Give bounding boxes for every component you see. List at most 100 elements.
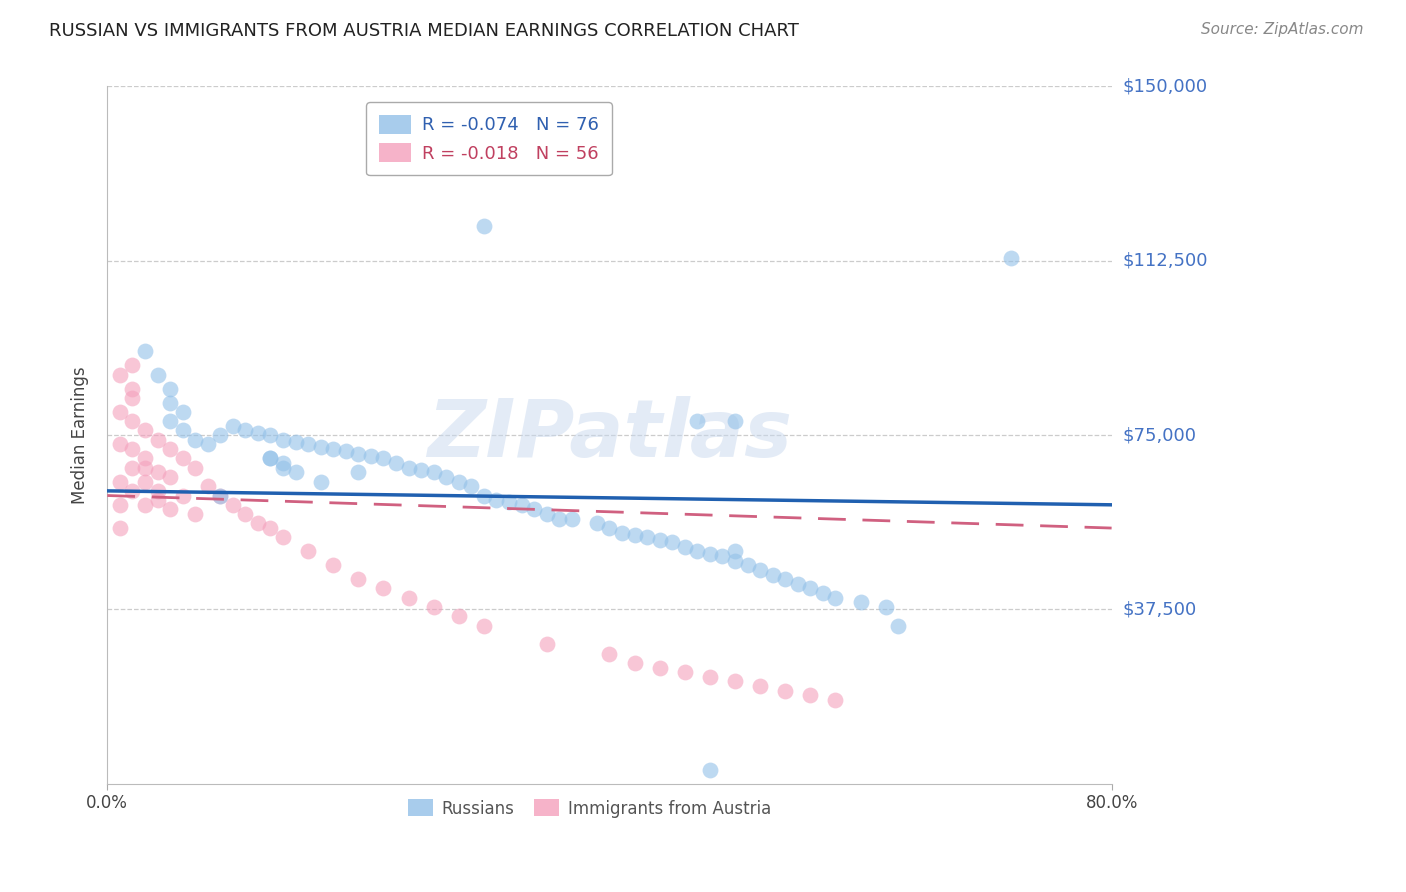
Point [159,470,181,484]
Point [460,479,482,493]
Point [811,586,834,600]
Point [875,600,897,615]
Point [737,558,759,573]
Point [271,530,294,544]
Point [598,521,620,535]
Point [134,344,156,359]
Point [661,535,683,549]
Point [422,600,444,615]
Point [159,382,181,396]
Point [773,683,796,698]
Point [259,521,281,535]
Point [347,447,370,461]
Point [347,572,370,586]
Point [398,460,420,475]
Point [284,435,307,450]
Point [385,456,408,470]
Point [222,418,245,433]
Text: $112,500: $112,500 [1123,252,1208,269]
Point [297,544,319,558]
Point [309,475,332,489]
Point [561,512,583,526]
Text: $37,500: $37,500 [1123,600,1197,618]
Point [786,577,808,591]
Point [762,567,785,582]
Point [574,140,596,154]
Text: Source: ZipAtlas.com: Source: ZipAtlas.com [1201,22,1364,37]
Point [271,460,294,475]
Point [1000,252,1022,266]
Point [686,414,709,428]
Point [749,679,772,693]
Point [197,437,219,451]
Point [172,451,194,466]
Point [598,647,620,661]
Point [498,495,520,509]
Point [235,507,257,521]
Point [121,391,143,405]
Point [108,368,131,382]
Point [523,502,546,516]
Point [134,451,156,466]
Point [447,475,470,489]
Point [485,493,508,508]
Point [284,465,307,479]
Point [849,595,872,609]
Point [184,460,207,475]
Point [699,547,721,561]
Point [536,507,558,521]
Point [146,433,169,447]
Text: $75,000: $75,000 [1123,426,1197,444]
Point [297,437,319,451]
Point [309,440,332,454]
Text: RUSSIAN VS IMMIGRANTS FROM AUSTRIA MEDIAN EARNINGS CORRELATION CHART: RUSSIAN VS IMMIGRANTS FROM AUSTRIA MEDIA… [49,22,799,40]
Point [159,442,181,456]
Point [586,516,609,531]
Point [724,544,747,558]
Point [548,512,571,526]
Point [636,530,658,544]
Point [172,424,194,438]
Point [172,489,194,503]
Point [108,405,131,419]
Point [146,368,169,382]
Point [623,528,645,542]
Point [184,507,207,521]
Point [134,498,156,512]
Point [623,656,645,670]
Point [824,591,846,605]
Point [108,475,131,489]
Point [411,463,433,477]
Point [724,553,747,567]
Point [711,549,734,563]
Point [146,465,169,479]
Point [536,637,558,651]
Text: ZIPatlas: ZIPatlas [427,396,792,474]
Point [724,414,747,428]
Point [398,591,420,605]
Point [246,425,269,440]
Point [749,563,772,577]
Point [673,665,696,680]
Point [699,670,721,684]
Point [235,424,257,438]
Point [724,674,747,689]
Legend: Russians, Immigrants from Austria: Russians, Immigrants from Austria [401,793,778,824]
Point [121,442,143,456]
Point [134,460,156,475]
Point [373,451,395,466]
Point [673,540,696,554]
Point [246,516,269,531]
Point [121,414,143,428]
Point [271,433,294,447]
Point [335,444,357,458]
Point [121,460,143,475]
Point [773,572,796,586]
Point [434,470,457,484]
Point [472,618,495,632]
Point [134,475,156,489]
Point [686,544,709,558]
Point [472,219,495,233]
Point [108,498,131,512]
Point [108,521,131,535]
